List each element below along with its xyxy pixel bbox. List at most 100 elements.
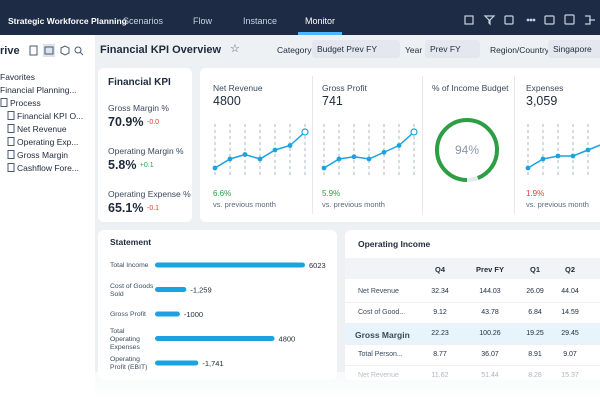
bar-value-label: -1,259 (190, 286, 211, 295)
kpi-value: 70.9% (108, 115, 144, 129)
sparkline (525, 124, 600, 176)
sparkline-point (257, 156, 263, 162)
sparkline-point (272, 147, 278, 153)
tree-item[interactable]: Process (10, 98, 41, 108)
table-cell: 100.26 (479, 330, 501, 337)
table-cell: 32.34 (431, 288, 449, 295)
metric-note: vs. previous month (322, 200, 385, 209)
bar (155, 287, 187, 292)
table-cell: 43.78 (481, 309, 499, 316)
metric-note: vs. previous month (526, 200, 589, 209)
kpi-change: -0.0 (147, 119, 160, 126)
kpi-change: -0.1 (147, 205, 160, 212)
metric-value: 4800 (213, 94, 241, 108)
filter-select[interactable]: Singapore (548, 40, 600, 58)
top-bar: Strategic Workforce Planning Scenarios Fl… (0, 0, 600, 35)
tree-item[interactable]: Financial Planning... (0, 85, 77, 95)
donut-label: 94% (455, 143, 479, 157)
table-header-row (345, 258, 600, 279)
column-header: Q2 (564, 265, 575, 274)
tree-item[interactable]: Cashflow Fore... (17, 163, 79, 173)
bar-value-label: -1,741 (202, 359, 223, 368)
kpi-card: Financial KPI Gross Margin % 70.9% -0.0 Ope… (98, 68, 192, 222)
column-header: Q1 (529, 265, 540, 274)
table-cell: 14.59 (561, 309, 579, 316)
sparkline-point (227, 156, 233, 162)
sparkline-point (525, 165, 531, 171)
tree-icon (7, 163, 15, 172)
table-cell: 29.45 (561, 330, 579, 337)
table-cell: 9.12 (433, 309, 447, 316)
nav-tab[interactable]: Instance (243, 16, 278, 26)
card-divider (514, 76, 515, 214)
bar (155, 336, 275, 341)
bar (155, 262, 305, 268)
statement-title: Statement (110, 237, 152, 247)
metric-title: Expenses (526, 83, 564, 93)
donut-arc (435, 118, 499, 182)
sparkline-point (351, 154, 357, 160)
kpi-label: Operating Margin % (108, 146, 184, 156)
nav-tab[interactable]: Flow (193, 16, 213, 26)
tree-item[interactable]: Operating Exp... (17, 137, 79, 147)
sparkline-point (212, 165, 218, 171)
table-cell: 26.09 (526, 288, 544, 295)
table-cell: 9.07 (563, 351, 577, 358)
favorite-star[interactable]: ☆ (230, 43, 240, 55)
card-divider (312, 76, 313, 214)
sidebar-title: rive (0, 45, 20, 57)
metric-value: 3,059 (526, 94, 558, 108)
metric-note: vs. previous month (213, 200, 276, 209)
metric-value: 741 (322, 94, 343, 108)
row-label: Gross Margin (355, 330, 410, 340)
doc-icon (7, 163, 15, 172)
table-row (345, 282, 600, 303)
bar (155, 360, 199, 366)
tree-item[interactable]: Net Revenue (17, 124, 67, 134)
tree-item[interactable]: Favorites (0, 72, 35, 82)
kpi-value: 65.1% (108, 201, 144, 215)
table-cell: 44.04 (561, 288, 579, 295)
tree-icon (7, 137, 15, 146)
sparkline-point (381, 149, 387, 155)
filter-label: Category (277, 45, 312, 55)
table-row (345, 324, 600, 345)
table-cell: 19.25 (526, 330, 544, 337)
metric-change: 1.9% (526, 189, 545, 198)
budget-donut: 94% (435, 118, 499, 182)
filter-label: Region/Country (490, 45, 550, 55)
column-header: Prev FY (476, 265, 504, 274)
card-divider (422, 76, 423, 214)
sparkline-point (585, 147, 591, 153)
nav-tab[interactable]: Monitor (305, 16, 336, 26)
filter-select[interactable]: Budget Prev FY (312, 40, 400, 58)
table-cell: 144.03 (479, 288, 501, 295)
bar-value-label: 4800 (279, 335, 296, 344)
sparkline-point (555, 153, 561, 159)
tree-icon (7, 111, 15, 120)
kpi-title: Financial KPI (108, 77, 171, 88)
tree-icon (0, 98, 8, 107)
kpi-label: Operating Expense % (108, 189, 191, 199)
bar-category: Cost of Goods Sold (110, 282, 154, 298)
row-label: Cost of Good... (358, 309, 406, 316)
metric-title: Net Revenue (213, 83, 263, 93)
tree-item[interactable]: Financial KPI O... (17, 111, 84, 121)
column-header: Q4 (434, 265, 445, 274)
nav-tab[interactable]: Scenarios (123, 16, 164, 26)
tree-icon (7, 124, 15, 133)
tree-item[interactable]: Gross Margin (17, 150, 69, 160)
bar-value-label: 6023 (309, 261, 326, 270)
sparkline-point (321, 165, 327, 171)
doc-icon (7, 150, 15, 159)
sparkline-point (287, 143, 293, 148)
app-title: Strategic Workforce Planning (8, 16, 127, 26)
row-label: Total Person... (358, 351, 403, 358)
row-label: Net Revenue (358, 288, 399, 295)
budget-title: % of Income Budget (432, 83, 509, 93)
filter-select[interactable]: Prev FY (425, 40, 480, 58)
table-title: Operating Income (358, 239, 431, 249)
sparkline-point (410, 128, 418, 136)
kpi-label: Gross Margin % (108, 103, 169, 113)
